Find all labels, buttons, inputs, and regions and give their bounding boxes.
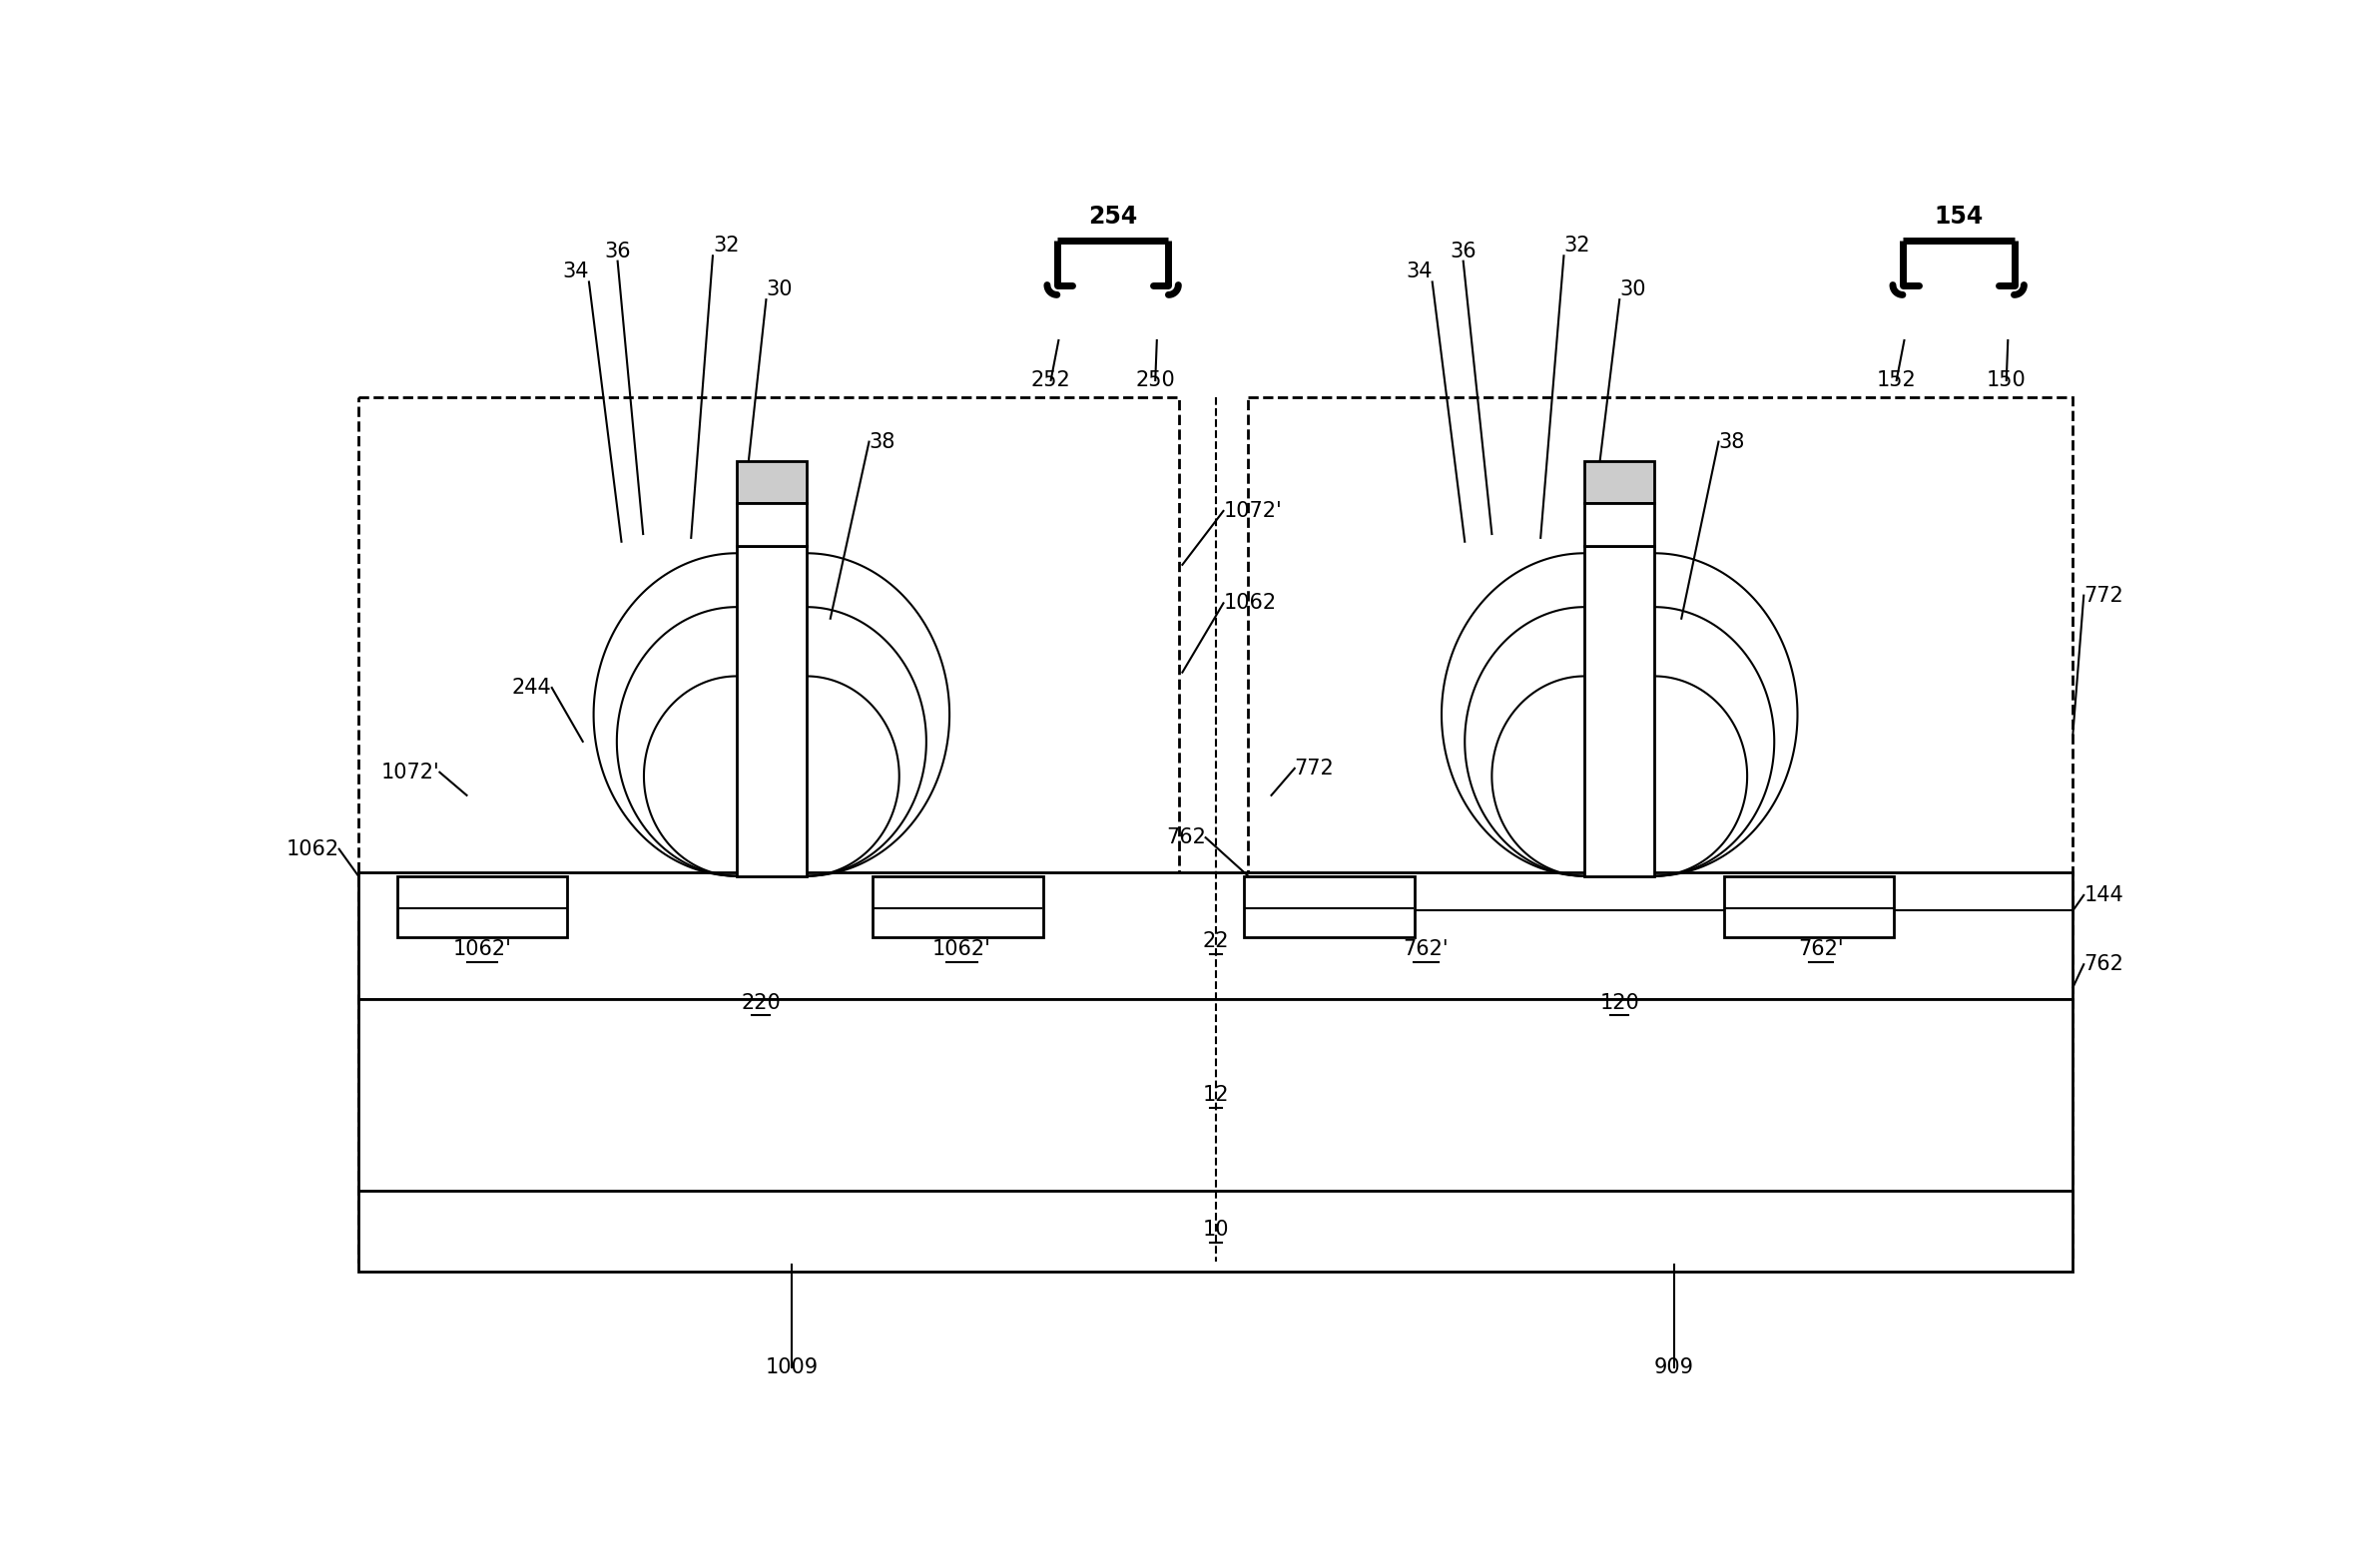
Text: 772: 772 xyxy=(2083,585,2123,605)
Bar xyxy=(358,872,2073,999)
Text: 1062: 1062 xyxy=(1224,593,1276,613)
Text: 1062': 1062' xyxy=(453,939,512,960)
Text: 762: 762 xyxy=(1165,828,1205,848)
Text: 36: 36 xyxy=(1449,241,1475,262)
Bar xyxy=(358,999,2073,1192)
Text: 1062': 1062' xyxy=(932,939,991,960)
Text: 152: 152 xyxy=(1876,370,1917,390)
Text: 1072': 1072' xyxy=(382,762,439,782)
Bar xyxy=(1584,503,1653,546)
Text: 1062: 1062 xyxy=(287,839,339,859)
Text: 252: 252 xyxy=(1032,370,1070,390)
Bar xyxy=(738,461,806,503)
Bar xyxy=(738,546,806,877)
Text: 12: 12 xyxy=(1203,1085,1229,1105)
Text: 120: 120 xyxy=(1599,993,1639,1013)
Text: 144: 144 xyxy=(2083,886,2123,905)
Text: 762': 762' xyxy=(1404,939,1449,960)
Bar xyxy=(1248,397,2073,1262)
Text: 1009: 1009 xyxy=(766,1358,818,1378)
Text: 38: 38 xyxy=(868,431,894,452)
Text: 154: 154 xyxy=(1933,204,1983,227)
Text: 762: 762 xyxy=(2083,955,2123,974)
Bar xyxy=(1245,877,1414,938)
Bar xyxy=(1584,461,1653,503)
Text: 772: 772 xyxy=(1295,759,1333,778)
Bar xyxy=(1724,877,1895,938)
Text: 32: 32 xyxy=(1563,235,1589,256)
Bar xyxy=(358,1192,2073,1272)
Text: 254: 254 xyxy=(1089,204,1136,227)
Text: 36: 36 xyxy=(605,241,631,262)
Bar xyxy=(396,877,567,938)
Bar xyxy=(1584,546,1653,877)
Text: 30: 30 xyxy=(1620,279,1646,299)
Text: 34: 34 xyxy=(1407,262,1433,282)
Text: 150: 150 xyxy=(1985,370,2026,390)
Text: 30: 30 xyxy=(766,279,792,299)
Text: 10: 10 xyxy=(1203,1220,1229,1239)
Text: 250: 250 xyxy=(1136,370,1174,390)
Text: 909: 909 xyxy=(1653,1358,1694,1378)
Text: 38: 38 xyxy=(1720,431,1746,452)
Text: 220: 220 xyxy=(740,993,780,1013)
Bar xyxy=(358,397,1179,1262)
Bar xyxy=(738,503,806,546)
Text: 32: 32 xyxy=(712,235,740,256)
Text: 22: 22 xyxy=(1203,931,1229,952)
Bar xyxy=(873,877,1044,938)
Text: 1072': 1072' xyxy=(1224,500,1281,521)
Text: 34: 34 xyxy=(562,262,588,282)
Text: 762': 762' xyxy=(1798,939,1843,960)
Text: 244: 244 xyxy=(512,677,553,698)
